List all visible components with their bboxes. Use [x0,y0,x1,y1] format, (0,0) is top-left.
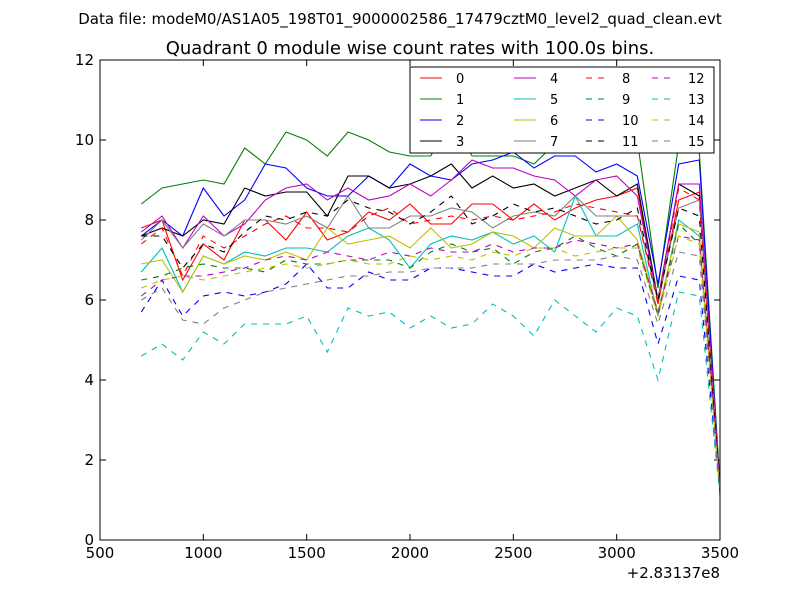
y-tick-label: 10 [75,131,94,149]
x-tick-label: 500 [86,544,115,562]
series-lines [140,118,721,497]
legend-label-7: 7 [550,135,558,150]
legend-label-4: 4 [550,72,558,87]
series-line-3 [141,163,721,489]
series-line-7 [140,194,721,489]
series-line-10 [140,263,721,493]
series-line-2 [140,151,721,489]
series-line-4 [140,159,721,489]
legend-label-5: 5 [550,93,558,108]
legend-label-9: 9 [622,93,630,108]
x-tick-label: 2000 [391,544,429,562]
series-line-14 [141,235,721,493]
y-tick-label: 4 [84,371,94,389]
x-tick-label: 1500 [288,544,326,562]
x-tick-label: 3000 [598,544,636,562]
legend-label-14: 14 [688,114,705,129]
x-offset-label: +2.83137e8 [627,564,720,582]
y-tick-label: 0 [84,531,94,549]
legend-label-12: 12 [688,72,705,87]
series-line-6 [141,215,721,493]
legend-label-11: 11 [622,135,639,150]
series-line-9 [141,222,721,493]
series-line-0 [141,187,721,489]
x-tick-label: 1000 [184,544,222,562]
y-tick-label: 2 [84,451,94,469]
series-line-13 [141,291,721,497]
legend-label-0: 0 [456,72,464,87]
y-tick-label: 8 [84,211,94,229]
legend-label-6: 6 [550,114,558,129]
series-line-15 [141,251,721,493]
legend-label-2: 2 [456,114,464,129]
legend-label-15: 15 [688,135,705,150]
series-line-11 [141,195,721,489]
series-line-5 [140,194,721,493]
series-line-12 [140,235,721,489]
plot-frame [99,59,721,541]
legend-label-3: 3 [456,135,464,150]
legend-label-1: 1 [456,93,464,108]
legend-box [409,66,715,154]
x-tick-label: 3500 [701,544,739,562]
legend-label-13: 13 [688,93,705,108]
legend-label-10: 10 [622,114,639,129]
y-tick-label: 12 [75,51,94,69]
x-tick-label: 2500 [494,544,532,562]
series-line-1 [140,118,721,485]
y-tick-label: 6 [84,291,94,309]
suptitle: Data file: modeM0/AS1A05_198T01_90000025… [78,10,722,29]
legend-label-8: 8 [622,72,630,87]
chart-title: Quadrant 0 module wise count rates with … [166,38,655,59]
